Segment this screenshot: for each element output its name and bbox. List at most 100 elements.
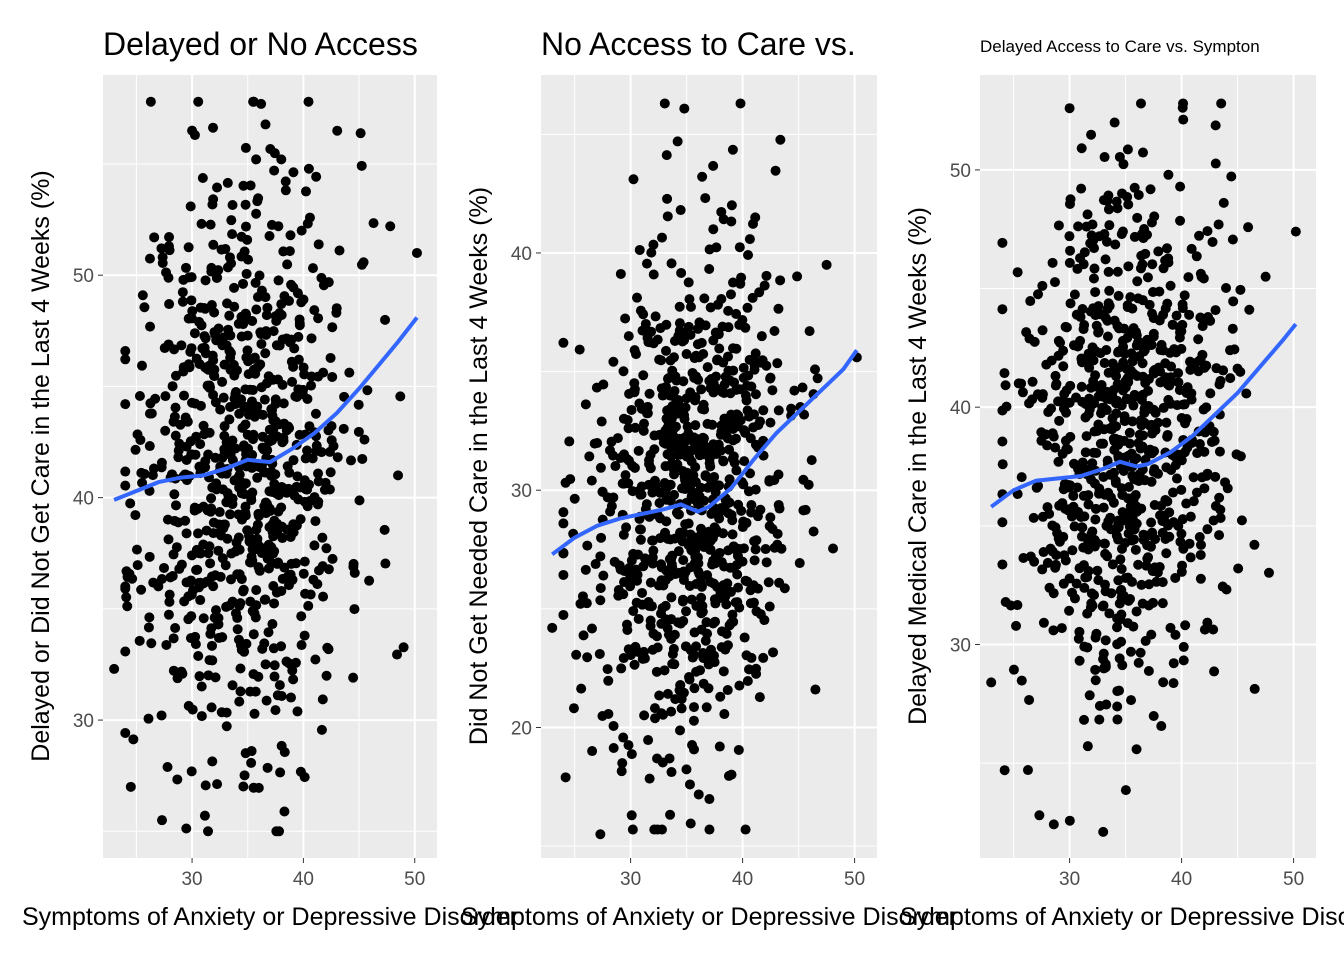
data-point bbox=[298, 384, 309, 395]
data-point bbox=[723, 508, 734, 519]
data-point bbox=[644, 773, 655, 784]
data-point bbox=[1178, 641, 1189, 652]
data-point bbox=[810, 684, 821, 695]
data-point bbox=[227, 229, 238, 240]
data-point bbox=[1137, 371, 1148, 382]
data-point bbox=[170, 370, 181, 381]
data-point bbox=[215, 571, 226, 582]
data-point bbox=[751, 663, 762, 674]
data-point bbox=[393, 470, 404, 481]
data-point bbox=[608, 720, 619, 731]
data-point bbox=[328, 441, 339, 452]
data-point bbox=[128, 734, 139, 745]
data-point bbox=[270, 705, 281, 716]
data-point bbox=[692, 339, 703, 350]
data-point bbox=[217, 452, 228, 463]
data-point bbox=[1210, 471, 1221, 482]
data-point bbox=[313, 313, 324, 324]
data-point bbox=[639, 710, 650, 721]
data-point bbox=[775, 275, 786, 286]
data-point bbox=[1111, 622, 1122, 633]
data-point bbox=[267, 527, 278, 538]
data-point bbox=[149, 232, 160, 243]
data-point bbox=[679, 436, 690, 447]
data-point bbox=[232, 569, 243, 580]
data-point bbox=[1178, 655, 1189, 666]
data-point bbox=[177, 296, 188, 307]
data-point bbox=[1135, 647, 1146, 658]
data-point bbox=[1074, 626, 1085, 637]
data-point bbox=[1064, 605, 1075, 616]
data-point bbox=[245, 180, 256, 191]
data-point bbox=[137, 477, 148, 488]
data-point bbox=[745, 468, 756, 479]
data-point bbox=[252, 472, 263, 483]
data-point bbox=[1157, 598, 1168, 609]
data-point bbox=[311, 171, 322, 182]
data-point bbox=[1054, 415, 1065, 426]
data-point bbox=[260, 119, 271, 130]
data-point bbox=[1083, 499, 1094, 510]
data-point bbox=[1050, 442, 1061, 453]
data-point bbox=[145, 321, 156, 332]
data-point bbox=[733, 744, 744, 755]
data-point bbox=[274, 680, 285, 691]
data-point bbox=[662, 211, 673, 222]
data-point bbox=[735, 98, 746, 109]
data-point bbox=[750, 484, 761, 495]
data-point bbox=[172, 774, 183, 785]
data-point bbox=[997, 405, 1008, 416]
data-point bbox=[1146, 629, 1157, 640]
data-point bbox=[1168, 658, 1179, 669]
data-point bbox=[309, 305, 320, 316]
data-point bbox=[203, 449, 214, 460]
data-point bbox=[1147, 527, 1158, 538]
data-point bbox=[325, 352, 336, 363]
data-point bbox=[738, 479, 749, 490]
data-point bbox=[740, 575, 751, 586]
y-tick-label: 30 bbox=[950, 635, 971, 656]
data-point bbox=[779, 583, 790, 594]
data-point bbox=[1016, 378, 1027, 389]
data-point bbox=[1145, 420, 1156, 431]
data-point bbox=[1042, 557, 1053, 568]
data-point bbox=[196, 681, 207, 692]
data-point bbox=[121, 592, 132, 603]
data-point bbox=[187, 125, 198, 136]
data-point bbox=[666, 258, 677, 269]
data-point bbox=[1112, 686, 1123, 697]
data-point bbox=[120, 346, 131, 357]
data-point bbox=[731, 343, 742, 354]
data-point bbox=[558, 609, 569, 620]
data-point bbox=[1079, 247, 1090, 258]
data-point bbox=[296, 225, 307, 236]
data-point bbox=[227, 680, 238, 691]
data-point bbox=[1135, 98, 1146, 109]
data-point bbox=[711, 508, 722, 519]
data-point bbox=[1090, 370, 1101, 381]
data-point bbox=[1112, 639, 1123, 650]
data-point bbox=[595, 583, 606, 594]
data-point bbox=[213, 632, 224, 643]
data-point bbox=[689, 395, 700, 406]
data-point bbox=[725, 289, 736, 300]
data-point bbox=[658, 709, 669, 720]
data-point bbox=[1053, 456, 1064, 467]
data-point bbox=[255, 359, 266, 370]
data-point bbox=[669, 423, 680, 434]
data-point bbox=[1153, 246, 1164, 257]
data-point bbox=[1025, 296, 1036, 307]
data-point bbox=[712, 354, 723, 365]
data-point bbox=[748, 597, 759, 608]
data-point bbox=[1112, 203, 1123, 214]
data-point bbox=[313, 239, 324, 250]
data-point bbox=[180, 262, 191, 273]
data-point bbox=[1032, 389, 1043, 400]
data-point bbox=[717, 626, 728, 637]
data-point bbox=[647, 644, 658, 655]
data-point bbox=[1181, 498, 1192, 509]
data-point bbox=[276, 740, 287, 751]
data-point bbox=[262, 445, 273, 456]
data-point bbox=[267, 619, 278, 630]
data-point bbox=[659, 665, 670, 676]
